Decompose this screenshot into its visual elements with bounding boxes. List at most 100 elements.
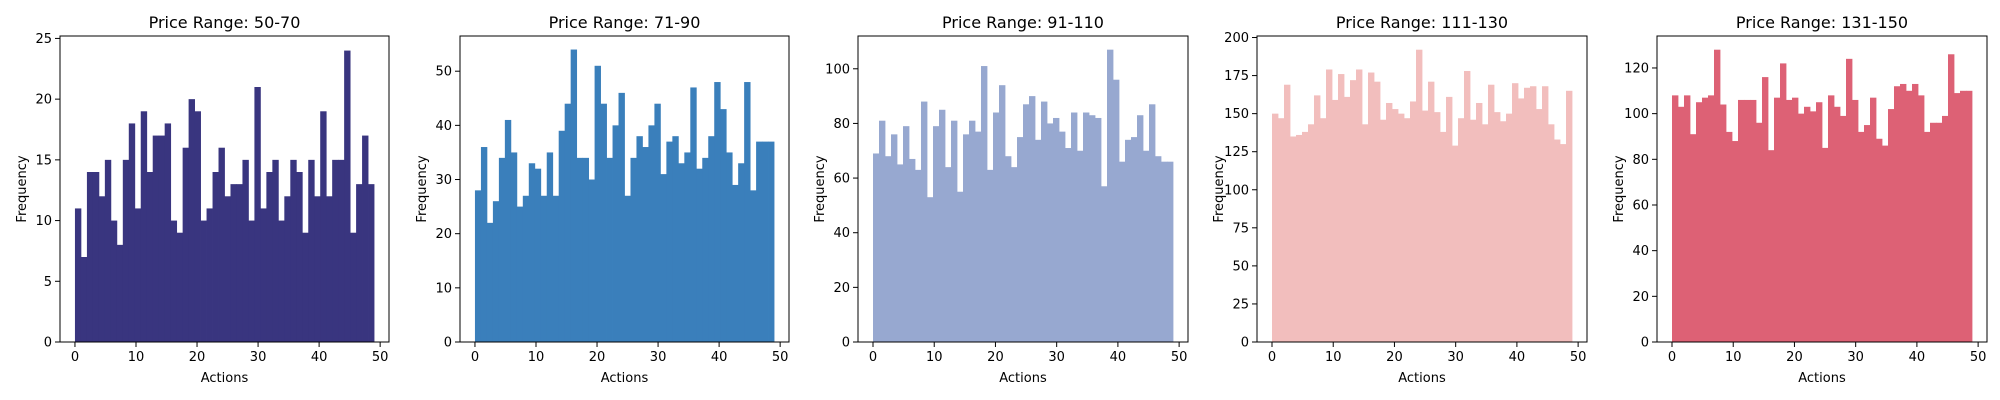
x-tick-label: 20 — [1786, 350, 1803, 365]
bar — [1332, 99, 1339, 342]
x-tick-label: 50 — [1171, 350, 1188, 365]
bar — [1314, 95, 1321, 343]
y-tick-label: 25 — [1232, 297, 1249, 312]
bar — [1482, 124, 1489, 342]
bar — [624, 195, 631, 342]
bar — [1290, 136, 1297, 342]
subplot-1: 0 10 20 30 40 50 0 5 10 15 20 25 Price Range: 50-70 A… — [15, 13, 390, 386]
x-tick-label: 0 — [1268, 350, 1276, 365]
bar — [344, 50, 351, 342]
bar — [1143, 150, 1150, 342]
bar — [1524, 87, 1531, 342]
bar — [975, 131, 982, 343]
bar — [738, 163, 745, 342]
bar — [1852, 99, 1859, 342]
bar — [206, 208, 213, 342]
y-tick-label: 120 — [1624, 61, 1649, 76]
bar — [1356, 69, 1363, 343]
bar — [993, 112, 1000, 342]
bar — [278, 220, 285, 342]
bar — [1960, 90, 1967, 342]
bar — [1344, 96, 1351, 343]
bar — [1011, 167, 1018, 342]
bar — [1870, 97, 1877, 342]
bar — [326, 196, 333, 342]
x-tick-label: 10 — [1325, 350, 1342, 365]
x-tick-label: 40 — [1909, 350, 1926, 365]
bar — [98, 196, 106, 342]
bar — [1768, 150, 1775, 342]
bar — [1053, 117, 1060, 343]
axes-frame — [857, 35, 1189, 343]
bar — [1810, 111, 1817, 342]
y-tick-label: 40 — [833, 226, 850, 241]
bar — [1702, 97, 1709, 342]
chart-title: Price Range: 91-110 — [942, 13, 1104, 32]
y-tick-label: 150 — [1224, 107, 1249, 122]
bar — [1792, 97, 1799, 342]
bar — [308, 159, 315, 342]
bar — [1470, 119, 1477, 342]
bar — [1876, 138, 1883, 342]
bar — [1864, 125, 1871, 342]
y-tick-label: 100 — [825, 62, 850, 77]
bar — [945, 167, 952, 342]
x-tick-label: 50 — [372, 350, 389, 365]
chart-title: Price Range: 71-90 — [549, 13, 701, 32]
bar — [600, 103, 607, 342]
bar — [1005, 156, 1012, 342]
subplot-4: 0 10 20 30 40 50 0 25 50 75 100 125 150 175 200 Price R… — [1212, 13, 1588, 386]
x-tick-label: 10 — [1725, 350, 1742, 365]
bar — [720, 109, 727, 343]
bar — [1858, 131, 1865, 342]
bar — [1101, 186, 1108, 342]
bar — [1107, 49, 1114, 342]
bar — [714, 82, 721, 342]
bar — [492, 201, 500, 342]
y-tick-label: 100 — [1624, 107, 1649, 122]
bar — [642, 147, 649, 342]
x-tick-label: 30 — [250, 350, 267, 365]
bar — [350, 232, 357, 342]
bar — [1726, 131, 1733, 342]
bar — [474, 190, 482, 342]
x-tick-label: 20 — [987, 350, 1004, 365]
bar — [1440, 131, 1447, 342]
bar — [678, 163, 685, 342]
bar — [140, 111, 148, 342]
bar — [1924, 131, 1931, 342]
bar — [368, 184, 375, 342]
bar — [182, 147, 190, 342]
bar — [1137, 115, 1144, 342]
bar — [594, 65, 601, 342]
bar — [606, 157, 613, 342]
bar — [1380, 119, 1387, 342]
bar — [1822, 147, 1829, 342]
bar — [212, 172, 219, 342]
bar — [564, 103, 572, 342]
bar — [690, 87, 697, 342]
x-tick-label: 20 — [589, 350, 606, 365]
y-tick-label: 20 — [1632, 290, 1649, 305]
bar — [188, 99, 195, 342]
y-tick-label: 20 — [435, 227, 452, 242]
bar — [116, 244, 124, 342]
y-tick-label: 30 — [435, 173, 452, 188]
bar — [708, 136, 715, 342]
x-tick-label: 30 — [1847, 350, 1864, 365]
bar — [768, 141, 775, 342]
bar — [891, 134, 898, 342]
x-tick-label: 30 — [1447, 350, 1464, 365]
bar — [122, 159, 130, 342]
bar — [684, 152, 691, 342]
bar — [1762, 77, 1769, 342]
y-tick-label: 200 — [1224, 31, 1249, 46]
bar — [1678, 106, 1685, 342]
x-tick-label: 40 — [1110, 350, 1127, 365]
bar — [1744, 99, 1751, 342]
bar — [1320, 118, 1327, 343]
bar — [522, 195, 530, 342]
bar — [92, 172, 100, 342]
bar — [1900, 83, 1907, 343]
